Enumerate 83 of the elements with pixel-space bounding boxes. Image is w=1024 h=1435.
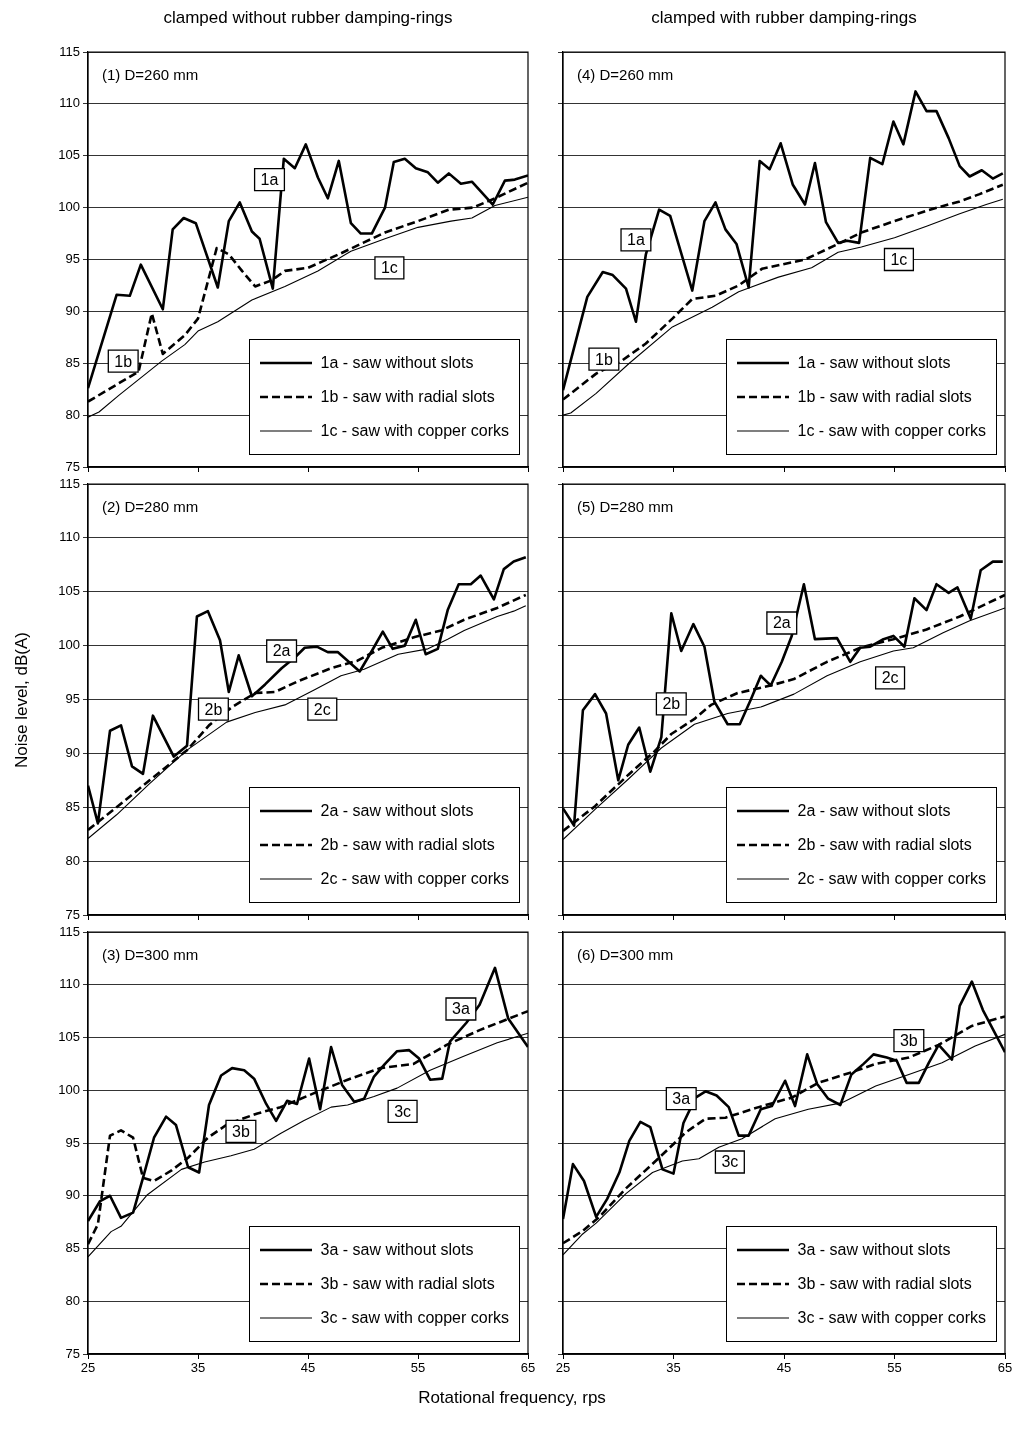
y-tick-label: 100 [58,1081,80,1097]
y-tick-label: 105 [58,583,80,599]
legend-label: 1b - saw with radial slots [320,388,495,406]
legend-label: 1c - saw with copper corks [797,422,986,440]
x-tick-label: 25 [555,1360,571,1376]
y-tick-label: 75 [65,458,80,474]
legend-label: 3c - saw with copper corks [797,1309,986,1327]
annotation: 2c [313,700,331,718]
legend-label: 2b - saw with radial slots [320,836,495,854]
annotation: 3a [672,1090,691,1108]
text: (6) D=300 mm [577,946,674,963]
text: (4) D=260 mm [577,66,674,83]
annotation: 1b [594,350,613,368]
legend-label: 3a - saw without slots [797,1241,951,1259]
y-tick-label: 85 [65,354,80,370]
legend-label: 1b - saw with radial slots [797,388,972,406]
legend-label: 3a - saw without slots [320,1241,474,1259]
annotation: 1a [260,171,279,189]
annotation: 1b [114,352,133,370]
y-tick-label: 95 [65,251,80,267]
annotation: 3b [899,1032,918,1050]
legend-label: 3b - saw with radial slots [320,1275,495,1293]
legend-label: 1c - saw with copper corks [320,422,509,440]
x-tick-label: 55 [887,1360,902,1376]
x-tick-label: 35 [190,1360,206,1376]
y-tick-label: 100 [58,199,80,215]
legend-label: 2a - saw without slots [320,802,474,820]
y-tick-label: 85 [65,1240,80,1256]
y-axis-title: Noise level, dB(A) [12,631,32,769]
y-tick-label: 75 [65,1345,80,1361]
annotation: 3a [452,1000,470,1018]
x-tick-label: 65 [997,1360,1013,1376]
chart-title: clamped without rubber damping-rings [162,8,454,28]
annotation: 2a [272,642,291,660]
legend-label: 2c - saw with copper corks [320,870,509,888]
y-tick-label: 85 [65,798,80,814]
annotation: 1c [890,250,908,268]
x-tick-label: 45 [776,1360,792,1376]
y-tick-label: 95 [65,691,80,707]
annotation: 2a [772,614,791,632]
legend-label: 3c - saw with copper corks [320,1309,509,1327]
y-tick-label: 105 [58,1029,80,1045]
y-tick-label: 80 [65,406,80,422]
legend-label: 3b - saw with radial slots [797,1275,972,1293]
y-tick-label: 90 [65,1187,80,1203]
y-tick-label: 115 [59,923,80,939]
y-tick-label: 115 [59,43,80,59]
annotation: 1a [627,231,645,249]
annotation: 3c [721,1153,739,1171]
annotation: 2b [662,695,681,713]
text: (3) D=300 mm [102,946,199,963]
legend-label: 2a - saw without slots [797,802,951,820]
x-tick-label: 35 [666,1360,681,1376]
x-axis-title: Rotational frequency, rps [417,1388,607,1408]
y-tick-label: 75 [65,906,80,922]
legend-label: 2c - saw with copper corks [797,870,986,888]
annotation: 2b [204,700,223,718]
y-tick-label: 90 [65,302,80,318]
y-tick-label: 90 [65,744,80,760]
text: (5) D=280 mm [577,498,674,515]
y-tick-label: 80 [65,1292,80,1308]
annotation: 1c [380,259,398,277]
x-tick-label: 55 [410,1360,426,1376]
y-tick-label: 115 [59,475,80,491]
x-tick-label: 25 [80,1360,96,1376]
text: (2) D=280 mm [102,498,199,515]
y-tick-label: 110 [59,976,80,992]
legend-label: 1a - saw without slots [797,354,951,372]
x-tick-label: 45 [300,1360,316,1376]
y-tick-label: 80 [65,852,80,868]
y-tick-label: 110 [59,529,80,545]
y-tick-label: 110 [59,95,80,111]
legend-label: 1a - saw without slots [320,354,474,372]
chart-title: clamped with rubber damping-rings [650,8,918,28]
y-tick-label: 105 [58,147,80,163]
y-tick-label: 100 [58,637,80,653]
y-tick-label: 95 [65,1134,80,1150]
text: (1) D=260 mm [102,66,199,83]
annotation: 3b [232,1122,250,1140]
annotation: 3c [394,1102,412,1120]
x-tick-label: 65 [520,1360,536,1376]
annotation: 2c [881,669,899,687]
legend-label: 2b - saw with radial slots [797,836,972,854]
